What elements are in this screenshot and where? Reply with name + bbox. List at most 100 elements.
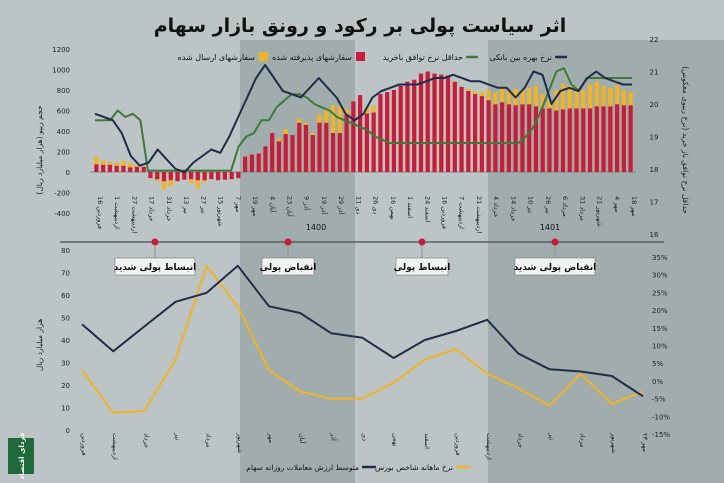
bottom-x-tick-label: خرداد — [516, 433, 524, 448]
bottom-left-tick-label: 10 — [61, 405, 70, 413]
right-tick-label: 22 — [650, 36, 659, 44]
accepted-orders-bar — [175, 172, 180, 182]
accepted-orders-bar — [628, 105, 633, 172]
accepted-orders-bar — [412, 79, 417, 172]
accepted-orders-bar — [533, 106, 539, 172]
phase-label: انبساط پولی — [394, 263, 451, 273]
right-tick-label: 18 — [650, 166, 659, 174]
top-x-tick-label: 27 تیر — [199, 196, 207, 214]
left-tick-label: -400 — [54, 210, 70, 218]
accepted-orders-bar — [371, 112, 376, 172]
bottom-x-tick-label: اردیبهشت — [111, 433, 119, 460]
accepted-orders-bar — [425, 71, 430, 172]
accepted-orders-bar — [587, 108, 593, 172]
accepted-orders-bar — [459, 86, 464, 172]
accepted-orders-bar — [378, 94, 383, 172]
accepted-orders-bar — [398, 85, 403, 172]
top-x-tick-label: 17 خرداد — [148, 196, 156, 222]
accepted-orders-bar — [270, 133, 275, 172]
bottom-left-tick-label: 20 — [61, 382, 70, 390]
top-x-tick-label: 4 مهر — [613, 196, 621, 212]
accepted-orders-bar — [500, 102, 505, 172]
bottom-x-tick-label: تیر — [174, 432, 182, 441]
left-tick-label: -200 — [54, 190, 70, 198]
phase-label: انقباض پولی — [260, 263, 317, 273]
top-x-tick-label: 19 آذر — [320, 196, 329, 215]
left-tick-label: 1000 — [52, 67, 70, 75]
accepted-orders-bar — [168, 172, 173, 181]
accepted-orders-bar — [527, 104, 532, 172]
bottom-x-tick-label: اسفند — [423, 433, 431, 449]
accepted-orders-bar — [303, 124, 309, 172]
logo-badge — [8, 438, 34, 474]
legend-label: نرخ بهره بین بانکی — [489, 53, 552, 62]
phase-box — [514, 257, 596, 276]
top-x-tick-label: 21 شهریور — [596, 196, 604, 227]
accepted-orders-bar — [547, 108, 552, 172]
accepted-orders-bar — [243, 156, 248, 172]
accepted-orders-bar — [614, 104, 620, 172]
legend-label: متوسط ارزش معاملات روزانه سهام — [246, 463, 359, 472]
min-repo-rate-line — [95, 67, 632, 172]
bottom-right-tick-label: 20% — [652, 307, 668, 315]
legend-label: سفارشهای ارسال شده — [178, 53, 256, 62]
bottom-x-tick-label: مهر ۲۳ — [641, 433, 649, 452]
top-x-tick-label: 31 خرداد — [165, 196, 173, 222]
accepted-orders-bar — [608, 106, 613, 172]
accepted-orders-bar — [560, 109, 566, 172]
accepted-orders-bar — [324, 122, 329, 172]
bottom-left-tick-label: 80 — [61, 247, 70, 255]
phase-marker — [284, 238, 292, 246]
accepted-orders-bar — [574, 108, 579, 172]
phase-marker — [151, 238, 159, 246]
logo-text: فردای اقتصاد — [18, 432, 26, 479]
year-label: 1401 — [540, 223, 560, 232]
accepted-orders-bar — [256, 153, 261, 172]
bottom-left-tick-label: 40 — [61, 337, 70, 345]
accepted-orders-bar — [466, 91, 471, 172]
left-tick-label: 400 — [57, 128, 70, 136]
accepted-orders-bar — [121, 165, 126, 172]
right-tick-label: 20 — [650, 101, 659, 109]
top-x-tick-label: 1 اسفند — [406, 196, 414, 218]
trade-value-line — [81, 264, 644, 398]
bottom-x-tick-label: فروردین — [454, 433, 462, 456]
interbank-rate-line — [94, 64, 632, 174]
bottom-x-tick-label: مرداد — [579, 433, 587, 448]
bottom-x-tick-label: خرداد — [142, 433, 150, 448]
phase-box — [114, 257, 196, 276]
top-x-tick-label: 16 فروردین — [96, 196, 104, 229]
accepted-orders-bar — [554, 110, 559, 172]
top-x-tick-label: 31 مرداد — [578, 196, 586, 221]
left-axis-label: حجم ریپو (هزار میلیارد ریال) — [35, 105, 44, 195]
phase-label: انبساط پولی شدید — [114, 263, 196, 273]
accepted-orders-bar — [114, 165, 119, 172]
top-x-tick-label: 19 مهر — [251, 196, 259, 216]
top-x-tick-label: 18 مهر — [630, 196, 638, 216]
top-x-tick-label: 29 آذر — [337, 196, 346, 215]
bottom-right-tick-label: 25% — [652, 289, 668, 297]
top-x-tick-label: 10 تیر — [527, 196, 535, 214]
bottom-left-tick-label: 70 — [61, 270, 70, 278]
accepted-orders-bar — [161, 172, 167, 182]
accepted-orders-bar — [385, 92, 390, 172]
top-x-tick-label: 4 آبان — [268, 196, 277, 214]
bottom-right-tick-label: -15% — [652, 431, 670, 439]
top-x-tick-label: 16 بهمن — [389, 196, 397, 220]
index-return-line — [81, 264, 644, 414]
accepted-orders-bar — [222, 172, 227, 180]
bottom-right-tick-label: -10% — [652, 413, 670, 421]
accepted-orders-bar — [506, 104, 511, 172]
accepted-orders-bar — [493, 104, 498, 172]
bottom-left-tick-label: 50 — [61, 315, 70, 323]
accepted-orders-bar — [182, 172, 187, 180]
accepted-orders-bar — [330, 133, 336, 172]
top-x-tick-label: 15 شهریور — [217, 196, 225, 227]
accepted-orders-bar — [229, 172, 234, 180]
accepted-orders-bar — [263, 146, 268, 172]
accepted-orders-bar — [405, 81, 410, 172]
left-tick-label: 1200 — [52, 46, 70, 54]
accepted-orders-bar — [209, 172, 214, 180]
